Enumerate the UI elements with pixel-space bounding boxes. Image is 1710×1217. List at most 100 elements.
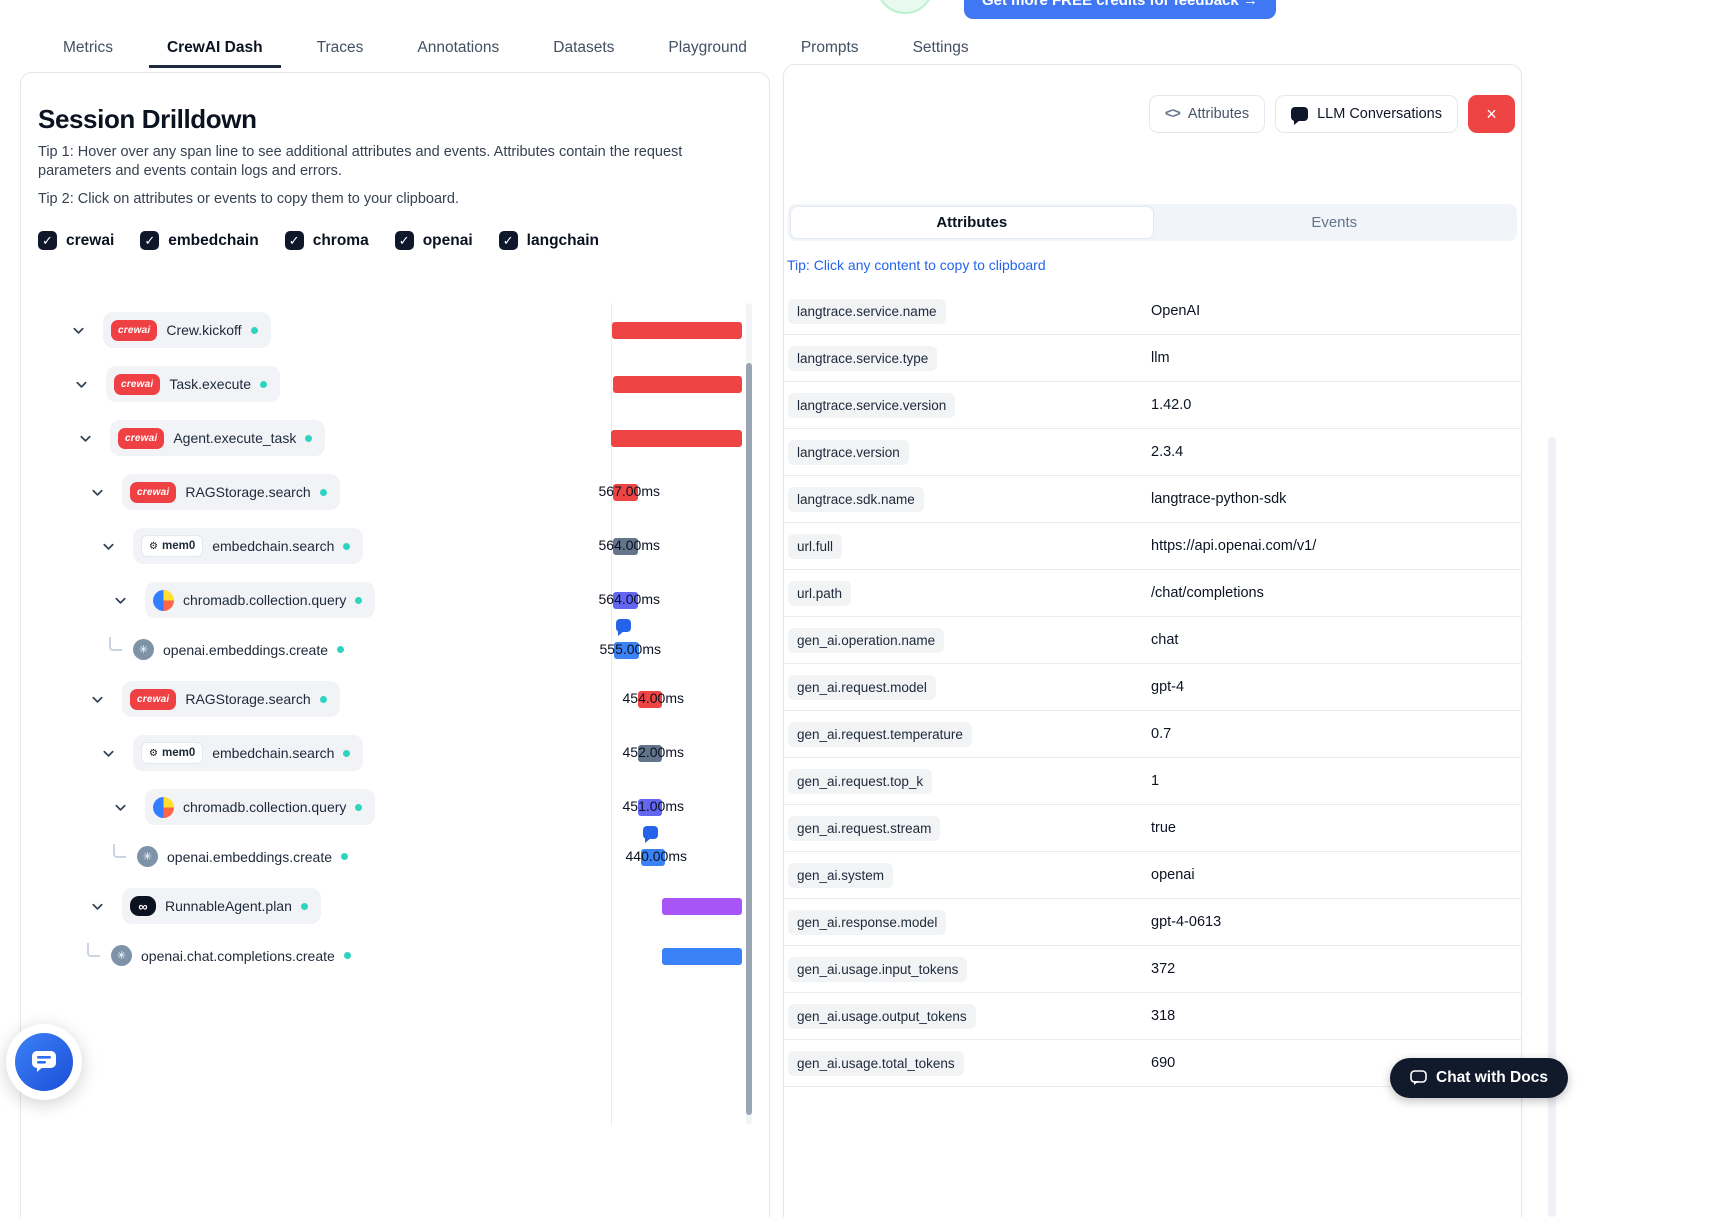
attribute-value[interactable]: /chat/completions (1151, 585, 1264, 601)
user-avatar[interactable] (876, 0, 934, 14)
chat-launcher-button[interactable] (6, 1024, 82, 1100)
llm-conversations-button[interactable]: LLM Conversations (1275, 95, 1458, 133)
attribute-value[interactable]: OpenAI (1151, 303, 1201, 319)
span-duration-bar[interactable] (638, 799, 662, 816)
attribute-row-langtrace-service-version[interactable]: langtrace.service.version 1.42.0 (784, 382, 1521, 429)
span-badge[interactable]: chromadb.collection.query (145, 582, 376, 618)
attribute-value[interactable]: 690 (1151, 1055, 1176, 1071)
span-duration-bar[interactable] (662, 898, 742, 915)
attribute-key[interactable]: gen_ai.response.model (788, 909, 947, 935)
span-duration-bar[interactable] (614, 641, 639, 659)
span-row-runnableagent-plan[interactable]: ∞ RunnableAgent.plan (21, 879, 769, 933)
attribute-row-gen-ai-usage-total-tokens[interactable]: gen_ai.usage.total_tokens 690 (784, 1040, 1521, 1087)
attribute-row-gen-ai-request-top-k[interactable]: gen_ai.request.top_k 1 (784, 758, 1521, 805)
attribute-value[interactable]: https://api.openai.com/v1/ (1151, 538, 1317, 554)
chat-with-docs-button[interactable]: Chat with Docs (1390, 1058, 1568, 1098)
attribute-value[interactable]: gpt-4-0613 (1151, 914, 1222, 930)
tab-metrics[interactable]: Metrics (45, 30, 131, 68)
tab-playground[interactable]: Playground (650, 30, 764, 68)
filter-chroma[interactable]: ✓ chroma (284, 231, 369, 250)
span-badge[interactable]: ✳ openai.embeddings.create (133, 632, 345, 668)
span-row-ragstorage-search[interactable]: crewai RAGStorage.search 454.00ms (21, 672, 769, 726)
checkbox-checked-icon[interactable]: ✓ (498, 231, 518, 250)
span-badge[interactable]: ✳ openai.chat.completions.create (111, 938, 351, 974)
attribute-value[interactable]: gpt-4 (1151, 679, 1185, 695)
span-duration-bar[interactable] (613, 376, 742, 393)
chevron-down-icon[interactable] (107, 587, 133, 613)
tab-crewai-dash[interactable]: CrewAI Dash (148, 30, 281, 68)
tab-annotations[interactable]: Annotations (399, 30, 517, 68)
close-button[interactable]: × (1468, 95, 1515, 133)
attribute-row-langtrace-service-name[interactable]: langtrace.service.name OpenAI (784, 288, 1521, 335)
attribute-row-gen-ai-usage-input-tokens[interactable]: gen_ai.usage.input_tokens 372 (784, 946, 1521, 993)
attribute-key[interactable]: langtrace.service.type (788, 345, 938, 371)
span-duration-bar[interactable] (613, 592, 638, 609)
attribute-value[interactable]: 372 (1151, 961, 1176, 977)
span-duration-bar[interactable] (638, 691, 662, 708)
span-row-chromadb-collection-query[interactable]: chromadb.collection.query 564.00ms (21, 573, 769, 627)
attribute-key[interactable]: gen_ai.usage.input_tokens (788, 956, 968, 982)
tab-traces[interactable]: Traces (299, 30, 382, 68)
attribute-key[interactable]: langtrace.service.name (788, 298, 946, 324)
span-badge[interactable]: ✳ openai.embeddings.create (137, 839, 349, 875)
span-duration-bar[interactable] (613, 484, 638, 501)
attribute-key[interactable]: gen_ai.request.model (788, 674, 936, 700)
span-row-openai-chat-completions-create[interactable]: ✳ openai.chat.completions.create (21, 933, 769, 978)
span-row-crew-kickoff[interactable]: crewai Crew.kickoff (21, 303, 769, 357)
tab-events[interactable]: Events (1311, 214, 1358, 231)
attribute-value[interactable]: 2.3.4 (1151, 444, 1184, 460)
tab-settings[interactable]: Settings (895, 30, 987, 68)
free-credits-button[interactable]: Get more FREE credits for feedback → (964, 0, 1276, 19)
attribute-value[interactable]: llm (1151, 350, 1170, 366)
attribute-value[interactable]: chat (1151, 632, 1179, 648)
span-duration-bar[interactable] (611, 430, 742, 447)
attribute-value[interactable]: 1.42.0 (1151, 397, 1192, 413)
attribute-value[interactable]: openai (1151, 867, 1195, 883)
span-badge[interactable]: ∞ RunnableAgent.plan (122, 888, 321, 924)
span-duration-bar[interactable] (662, 947, 742, 965)
span-duration-bar[interactable] (612, 322, 742, 339)
page-scrollbar[interactable] (1548, 437, 1556, 1217)
attribute-row-gen-ai-operation-name[interactable]: gen_ai.operation.name chat (784, 617, 1521, 664)
span-badge[interactable]: crewai Agent.execute_task (110, 420, 326, 456)
attribute-row-gen-ai-request-model[interactable]: gen_ai.request.model gpt-4 (784, 664, 1521, 711)
tab-datasets[interactable]: Datasets (535, 30, 632, 68)
attribute-row-langtrace-version[interactable]: langtrace.version 2.3.4 (784, 429, 1521, 476)
tab-attributes[interactable]: Attributes (790, 206, 1154, 239)
chevron-down-icon[interactable] (95, 740, 121, 766)
attribute-row-langtrace-service-type[interactable]: langtrace.service.type llm (784, 335, 1521, 382)
span-badge[interactable]: mem0 embedchain.search (133, 735, 364, 771)
attribute-key[interactable]: gen_ai.request.top_k (788, 768, 933, 794)
attribute-value[interactable]: langtrace-python-sdk (1151, 491, 1287, 507)
attribute-key[interactable]: url.full (788, 533, 843, 559)
attribute-row-gen-ai-system[interactable]: gen_ai.system openai (784, 852, 1521, 899)
filter-langchain[interactable]: ✓ langchain (498, 231, 599, 250)
attribute-key[interactable]: gen_ai.operation.name (788, 627, 945, 653)
span-row-ragstorage-search[interactable]: crewai RAGStorage.search 567.00ms (21, 465, 769, 519)
span-row-embedchain-search[interactable]: mem0 embedchain.search 452.00ms (21, 726, 769, 780)
attribute-value[interactable]: 1 (1151, 773, 1160, 789)
attribute-key[interactable]: gen_ai.usage.total_tokens (788, 1050, 964, 1076)
chevron-down-icon[interactable] (84, 893, 110, 919)
span-row-embedchain-search[interactable]: mem0 embedchain.search 564.00ms (21, 519, 769, 573)
chevron-down-icon[interactable] (95, 533, 121, 559)
filter-crewai[interactable]: ✓ crewai (38, 231, 114, 250)
attribute-row-gen-ai-request-stream[interactable]: gen_ai.request.stream true (784, 805, 1521, 852)
span-duration-bar[interactable] (641, 848, 665, 866)
span-row-openai-embeddings-create[interactable]: ✳ openai.embeddings.create 440.00ms (21, 826, 769, 879)
attribute-key[interactable]: langtrace.version (788, 439, 909, 465)
attribute-key[interactable]: gen_ai.request.stream (788, 815, 941, 841)
span-duration-bar[interactable] (638, 745, 662, 762)
span-badge[interactable]: crewai Task.execute (106, 366, 281, 402)
attribute-row-gen-ai-request-temperature[interactable]: gen_ai.request.temperature 0.7 (784, 711, 1521, 758)
attribute-key[interactable]: gen_ai.usage.output_tokens (788, 1003, 976, 1029)
attribute-row-gen-ai-usage-output-tokens[interactable]: gen_ai.usage.output_tokens 318 (784, 993, 1521, 1040)
attribute-row-url-full[interactable]: url.full https://api.openai.com/v1/ (784, 523, 1521, 570)
checkbox-checked-icon[interactable]: ✓ (394, 231, 414, 250)
span-row-openai-embeddings-create[interactable]: ✳ openai.embeddings.create 555.00ms (21, 619, 769, 672)
chevron-down-icon[interactable] (107, 794, 133, 820)
span-badge[interactable]: crewai Crew.kickoff (103, 312, 271, 348)
attribute-value[interactable]: true (1151, 820, 1176, 836)
attribute-row-langtrace-sdk-name[interactable]: langtrace.sdk.name langtrace-python-sdk (784, 476, 1521, 523)
span-row-agent-execute-task[interactable]: crewai Agent.execute_task (21, 411, 769, 465)
